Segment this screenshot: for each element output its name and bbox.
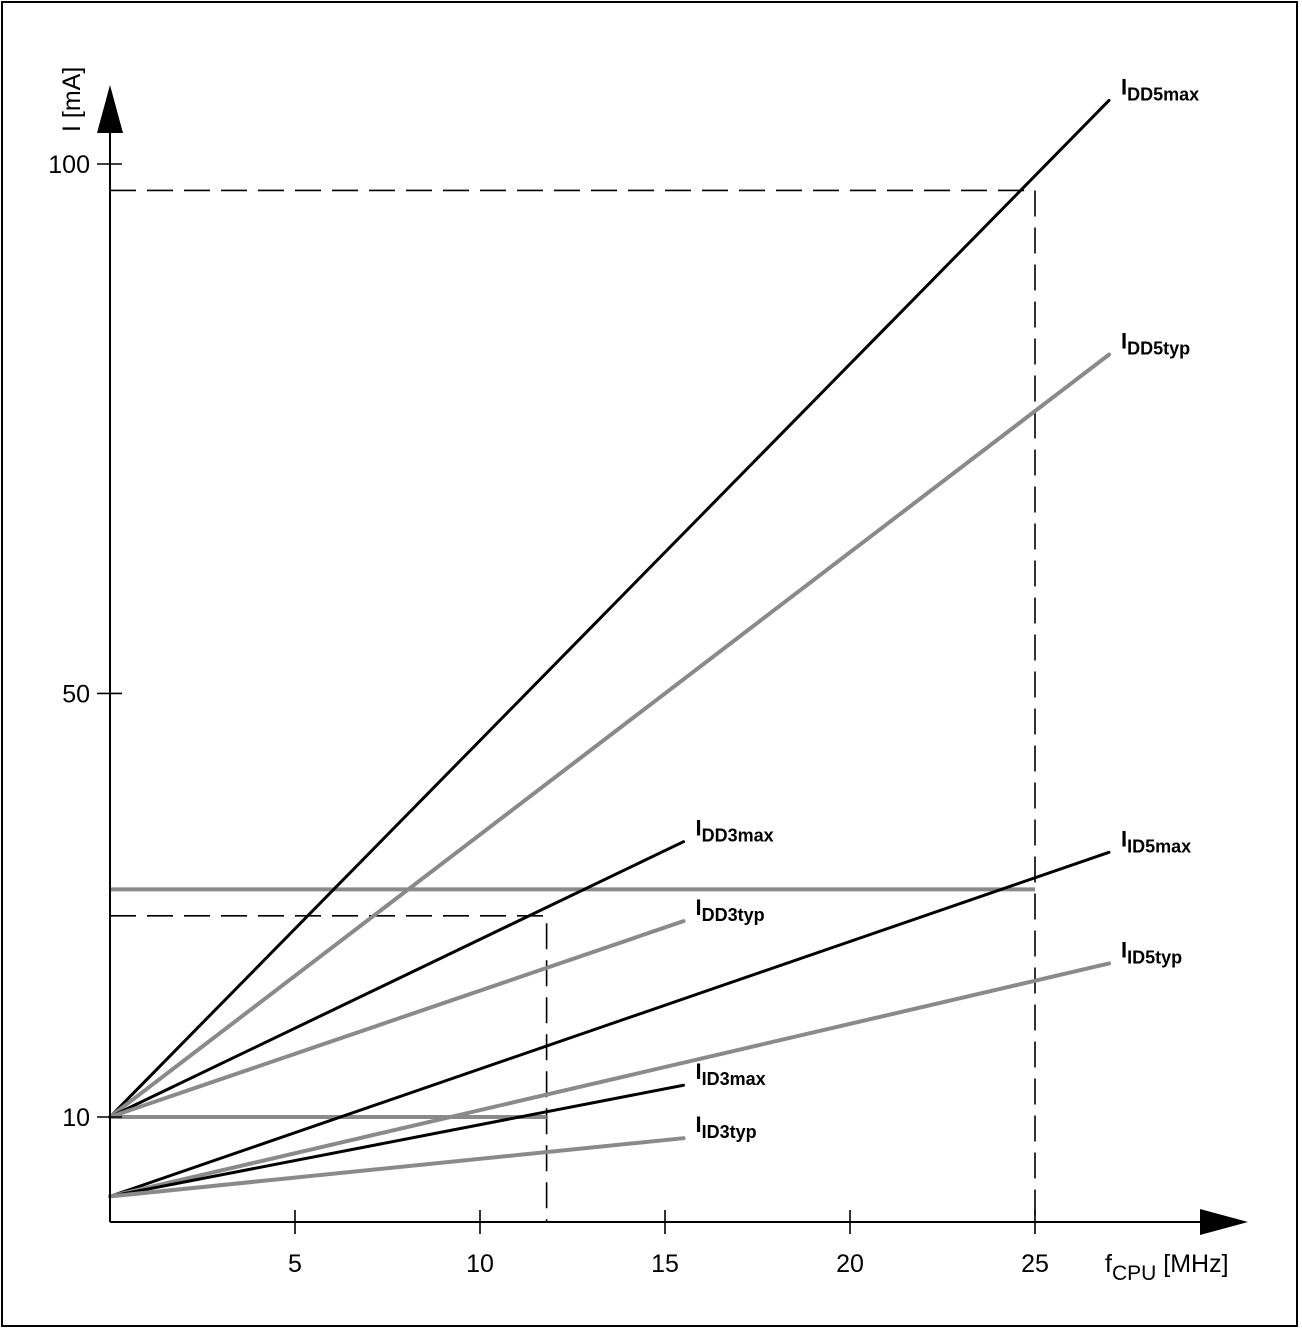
series-line-DD3max: [108, 840, 685, 1119]
y-tick-label-50: 50: [62, 680, 90, 708]
series-label-DD5typ: IDD5typ: [1121, 329, 1190, 359]
x-tick-label-20: 20: [836, 1250, 864, 1278]
series-label-DD3max: IDD3max: [696, 816, 774, 846]
y-axis-arrow: [97, 85, 123, 133]
series-lines: [108, 98, 1111, 1199]
series-label-letter: I: [1121, 826, 1127, 851]
x-axis-label-main: f: [1105, 1250, 1112, 1278]
x-axis-label-sub: CPU: [1112, 1262, 1156, 1285]
x-tick-label-5: 5: [288, 1250, 302, 1278]
series-label-letter: I: [1121, 74, 1127, 99]
x-tick-label-15: 15: [651, 1250, 679, 1278]
x-axis-arrow: [1200, 1209, 1248, 1235]
series-label-letter: I: [696, 816, 702, 841]
y-tick-label-10: 10: [62, 1104, 90, 1132]
series-label-letter: I: [696, 1059, 702, 1084]
series-label-subscript: DD5max: [1127, 84, 1199, 104]
series-label-DD3typ: IDD3typ: [696, 895, 765, 925]
series-line-DD5max: [108, 98, 1111, 1119]
series-label-letter: I: [1121, 937, 1127, 962]
series-line-ID3typ: [108, 1136, 686, 1199]
series-label-subscript: DD3typ: [702, 905, 765, 925]
series-label-subscript: DD3max: [702, 826, 774, 846]
series-label-ID3max: IID3max: [696, 1059, 766, 1089]
series-line-ID3max: [108, 1083, 685, 1198]
reference-line-2: [110, 915, 548, 1223]
series-line-ID5typ: [108, 961, 1111, 1199]
series-line-DD5typ: [108, 352, 1111, 1119]
series-line-DD3typ: [108, 919, 686, 1119]
axes: [97, 85, 1248, 1235]
series-labels: IDD5maxIDD5typIDD3maxIDD3typIID5maxIID5t…: [696, 74, 1200, 1142]
series-label-subscript: DD5typ: [1127, 339, 1190, 359]
series-label-DD5max: IDD5max: [1121, 74, 1199, 104]
series-label-subscript: ID3typ: [702, 1122, 757, 1142]
series-label-ID5max: IID5max: [1121, 826, 1191, 856]
series-label-letter: I: [1121, 329, 1127, 354]
series-label-letter: I: [696, 895, 702, 920]
series-line-ID5max: [108, 850, 1111, 1198]
series-label-subscript: ID3max: [702, 1069, 766, 1089]
series-label-ID5typ: IID5typ: [1121, 937, 1182, 967]
x-tick-label-25: 25: [1021, 1250, 1049, 1278]
y-axis-label: I [mA]: [58, 67, 86, 132]
x-tick-label-10: 10: [466, 1250, 494, 1278]
series-label-ID3typ: IID3typ: [696, 1112, 757, 1142]
series-label-subscript: ID5max: [1127, 836, 1191, 856]
series-label-subscript: ID5typ: [1127, 947, 1182, 967]
series-label-letter: I: [696, 1112, 702, 1137]
x-axis-label: fCPU [MHz]: [1105, 1250, 1229, 1285]
x-axis-label-unit: [MHz]: [1156, 1250, 1228, 1278]
y-tick-label-100: 100: [48, 151, 90, 179]
ticks: 5 10 15 20 25 10 50 100: [48, 151, 1049, 1278]
